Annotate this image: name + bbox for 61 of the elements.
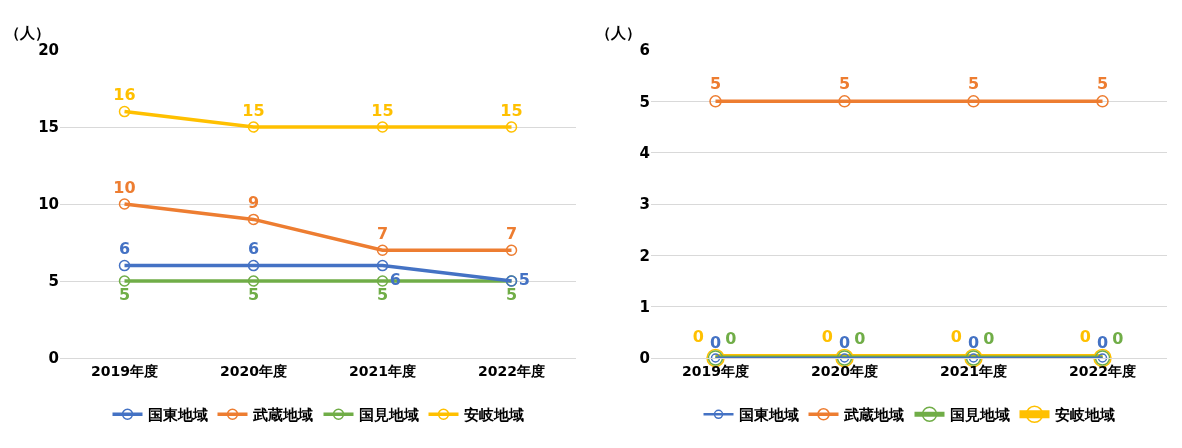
data-label: 5 <box>838 74 851 94</box>
y-tick-label: 1 <box>639 297 650 316</box>
data-label: 0 <box>838 333 851 352</box>
y-axis-title: （人） <box>596 24 641 42</box>
data-label: 0 <box>821 327 833 347</box>
data-label: 15 <box>242 100 265 120</box>
data-label: 0 <box>950 327 962 347</box>
legend-label: 国東地域 <box>738 406 799 425</box>
data-label: 7 <box>505 223 518 243</box>
legend-label: 安岐地域 <box>463 406 524 425</box>
data-label: 16 <box>113 85 136 105</box>
y-tick-label: 2 <box>639 246 650 265</box>
y-tick-label: 0 <box>48 349 59 368</box>
y-axis-title: （人） <box>5 24 50 42</box>
legend-label: 安岐地域 <box>1054 406 1115 425</box>
data-label: 0 <box>709 333 722 352</box>
legend-label: 武蔵地域 <box>251 406 313 425</box>
y-tick-label: 3 <box>639 195 650 214</box>
legend-label: 国見地域 <box>949 406 1010 425</box>
data-label: 5 <box>967 74 980 94</box>
x-tick-label: 2020年度 <box>220 362 287 379</box>
data-label: 9 <box>247 193 260 213</box>
data-label: 6 <box>247 239 260 259</box>
x-tick-label: 2022年度 <box>478 362 545 379</box>
x-tick-label: 2021年度 <box>940 362 1007 379</box>
data-label: 0 <box>1079 327 1091 347</box>
data-label: 0 <box>692 327 704 347</box>
y-tick-label: 20 <box>38 41 59 60</box>
data-label: 15 <box>500 100 523 120</box>
data-label: 5 <box>247 285 260 305</box>
x-tick-label: 2019年度 <box>682 362 749 379</box>
legend-label: 武蔵地域 <box>842 406 904 425</box>
x-tick-label: 2019年度 <box>91 362 158 379</box>
data-label: 5 <box>505 285 518 305</box>
data-label: 0 <box>725 329 737 349</box>
x-tick-label: 2022年度 <box>1069 362 1136 379</box>
data-label: 7 <box>376 223 389 243</box>
y-tick-label: 4 <box>639 143 650 162</box>
legend-label: 国見地域 <box>358 406 419 425</box>
data-label: 10 <box>113 177 136 197</box>
legend-label: 国東地域 <box>147 406 208 425</box>
y-tick-label: 10 <box>38 195 59 214</box>
data-label: 5 <box>518 270 530 289</box>
data-label: 5 <box>376 285 389 305</box>
data-label: 5 <box>1096 74 1109 94</box>
data-label: 0 <box>967 333 980 352</box>
data-label: 5 <box>709 74 722 94</box>
y-tick-label: 6 <box>639 41 650 60</box>
data-label: 0 <box>854 329 866 349</box>
data-label: 15 <box>371 100 394 120</box>
y-tick-label: 15 <box>38 118 59 137</box>
y-tick-label: 0 <box>639 349 650 368</box>
y-tick-label: 5 <box>639 92 650 111</box>
data-label: 0 <box>1112 329 1124 349</box>
x-tick-label: 2021年度 <box>349 362 416 379</box>
data-label: 6 <box>118 239 131 259</box>
data-label: 5 <box>118 285 131 305</box>
x-tick-label: 2020年度 <box>811 362 878 379</box>
data-label: 0 <box>1096 333 1109 352</box>
y-tick-label: 5 <box>48 272 59 291</box>
data-label: 0 <box>983 329 995 349</box>
